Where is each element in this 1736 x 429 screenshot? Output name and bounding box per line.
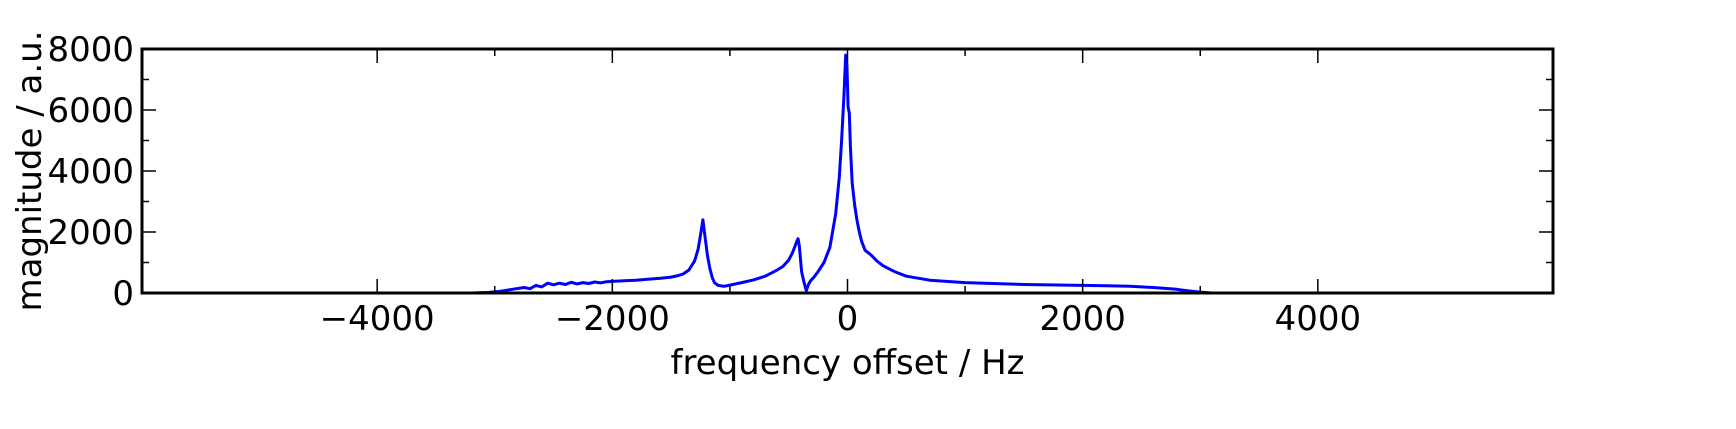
y-tick-label: 8000: [47, 30, 134, 70]
x-axis-ticks: −4000 −2000 0 2000 4000: [320, 49, 1361, 339]
x-tick-label: −4000: [320, 299, 435, 339]
x-tick-label: 0: [837, 299, 859, 339]
y-tick-label: 2000: [47, 213, 134, 253]
y-tick-label: 6000: [47, 91, 134, 131]
x-tick-label: 4000: [1275, 299, 1362, 339]
plot-area: [140, 47, 1555, 295]
x-tick-label: 2000: [1039, 299, 1126, 339]
y-tick-label: 4000: [47, 152, 134, 192]
y-axis-ticks: 0 2000 4000 6000 8000: [47, 30, 1553, 314]
y-tick-label: 0: [112, 274, 134, 314]
x-tick-label: −2000: [555, 299, 670, 339]
x-axis-title: frequency offset / Hz: [670, 343, 1024, 383]
y-axis-title: magnitude / a.u.: [10, 31, 50, 312]
series-line: [140, 53, 1555, 295]
